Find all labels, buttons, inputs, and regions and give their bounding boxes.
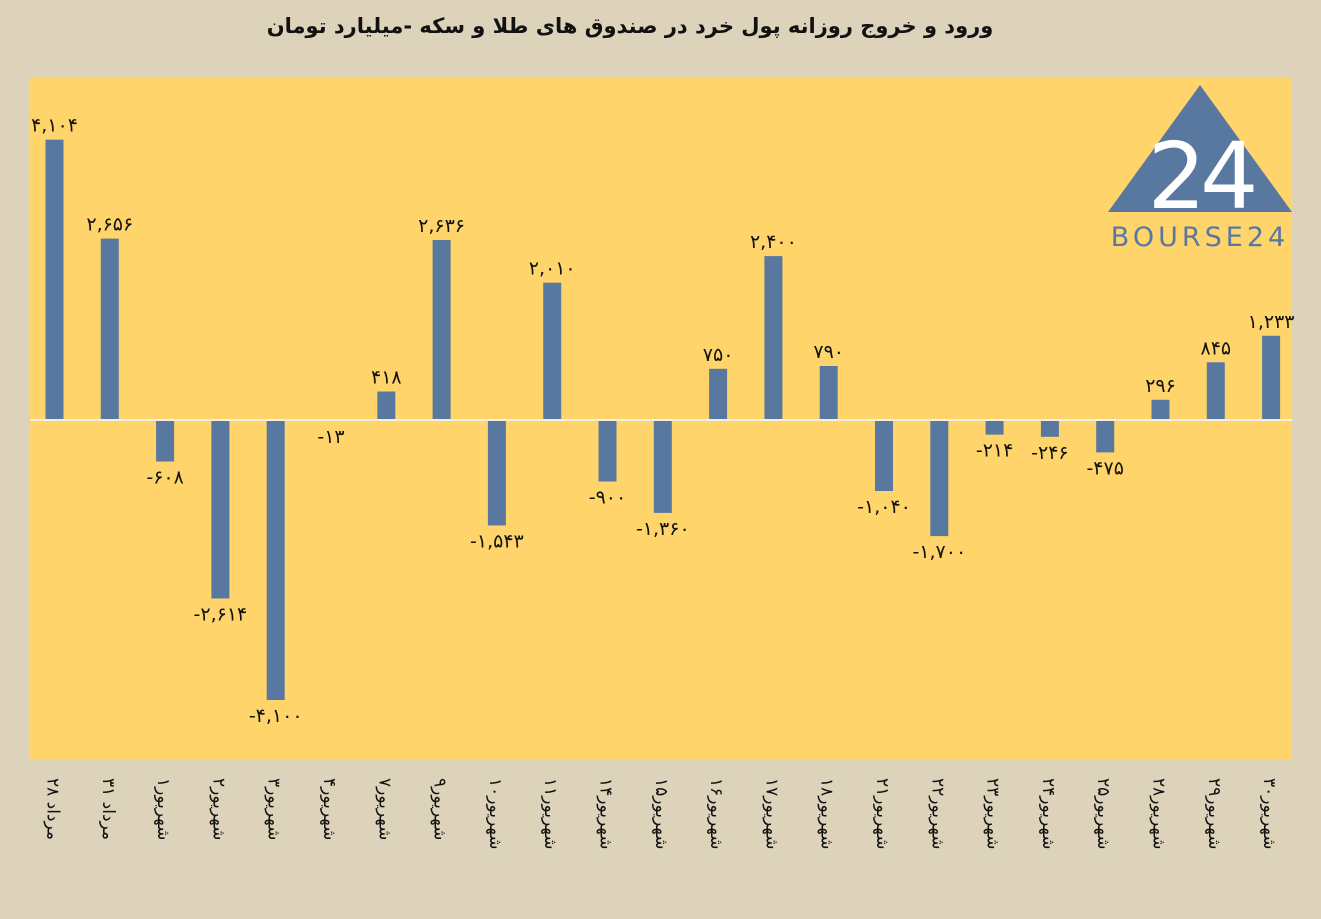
bar-2 xyxy=(100,238,119,420)
data-labels-layer: ۴,۱۰۴ ۲,۶۵۶ -۶۰۸ -۲,۶۱۴ -۴,۱۰۰ -۱۳ ۴۱۸ ۲,۶۳۶ -۱,… xyxy=(31,115,1294,727)
bar-1 xyxy=(45,139,64,420)
data-label-5: -۴,۱۰۰ xyxy=(249,705,303,727)
bar-15 xyxy=(819,366,838,420)
data-label-7: ۴۱۸ xyxy=(371,367,402,389)
x-tick-label-16: ۲۱شهریور xyxy=(872,778,892,849)
bar-18 xyxy=(985,420,1004,435)
data-label-9: -۱,۵۴۳ xyxy=(470,530,524,552)
logo-triangle xyxy=(1108,85,1292,212)
x-tick-label-1: ۲۸ مرداد xyxy=(43,778,63,840)
bars-layer xyxy=(30,139,1292,700)
logo-text: BOURSE24 xyxy=(1111,222,1289,253)
data-label-4: -۲,۶۱۴ xyxy=(194,604,248,626)
bar-7 xyxy=(377,391,396,420)
x-tick-label-18: ۲۳شهریور xyxy=(983,778,1003,849)
bourse24-logo: 24 BOURSE24 xyxy=(1108,85,1292,253)
data-label-19: -۲۴۶ xyxy=(1031,442,1068,464)
bar-13 xyxy=(709,368,728,420)
chart-title: ورود و خروج روزانه پول خرد در صندوق های … xyxy=(266,14,994,38)
data-label-12: -۱,۳۶۰ xyxy=(636,518,690,540)
data-label-23: ۱,۲۳۳ xyxy=(1248,311,1295,333)
x-tick-label-11: ۱۴شهریور xyxy=(596,778,616,849)
data-label-11: -۹۰۰ xyxy=(589,487,626,509)
bar-8 xyxy=(432,240,451,420)
data-label-20: -۴۷۵ xyxy=(1086,457,1123,479)
x-tick-label-17: ۲۲شهریور xyxy=(927,778,947,849)
data-label-17: -۱,۷۰۰ xyxy=(912,541,966,563)
data-label-18: -۲۱۴ xyxy=(976,440,1013,462)
x-tick-label-15: ۱۸شهریور xyxy=(817,778,837,849)
data-label-1: ۴,۱۰۴ xyxy=(31,115,78,137)
x-tick-label-13: ۱۶شهریور xyxy=(706,778,726,849)
bar-20 xyxy=(1096,420,1115,453)
x-tick-label-22: ۲۹شهریور xyxy=(1204,778,1224,849)
bar-5 xyxy=(266,420,285,700)
bar-17 xyxy=(930,420,949,537)
x-tick-label-12: ۱۵شهریور xyxy=(651,778,671,849)
data-label-14: ۲,۴۰۰ xyxy=(750,231,797,253)
data-label-2: ۲,۶۵۶ xyxy=(86,214,133,236)
x-tick-label-20: ۲۵شهریور xyxy=(1093,778,1113,849)
x-tick-label-9: ۱۰شهریور xyxy=(485,778,505,849)
bar-10 xyxy=(543,282,562,420)
data-label-15: ۷۹۰ xyxy=(813,341,844,363)
x-tick-label-2: ۳۱ مرداد xyxy=(98,778,118,840)
data-label-10: ۲,۰۱۰ xyxy=(529,258,576,280)
data-label-8: ۲,۶۳۶ xyxy=(418,215,465,237)
x-tick-label-3: ۱شهریور xyxy=(153,778,173,840)
x-tick-label-8: ۹شهریور xyxy=(430,778,450,840)
data-label-21: ۲۹۶ xyxy=(1145,375,1176,397)
data-label-22: ۸۴۵ xyxy=(1200,337,1231,359)
data-label-6: -۱۳ xyxy=(317,426,344,448)
logo-numeral: 24 xyxy=(1147,123,1254,230)
bar-16 xyxy=(875,420,893,491)
x-tick-label-7: ۷شهریور xyxy=(374,778,394,840)
bar-9 xyxy=(487,420,506,526)
bar-22 xyxy=(1206,362,1225,420)
data-label-13: ۷۵۰ xyxy=(703,344,734,366)
x-tick-label-19: ۲۴شهریور xyxy=(1038,778,1058,849)
bar-21 xyxy=(1151,399,1170,420)
bar-19 xyxy=(1040,420,1059,437)
x-tick-label-4: ۲شهریور xyxy=(208,778,228,840)
x-tick-label-10: ۱۱شهریور xyxy=(540,778,560,849)
x-tick-label-23: ۳۰شهریور xyxy=(1259,778,1279,849)
bar-14 xyxy=(764,256,783,420)
x-tick-label-5: ۳شهریور xyxy=(264,778,284,840)
x-tick-label-6: ۴شهریور xyxy=(319,778,339,840)
x-tick-label-21: ۲۸شهریور xyxy=(1149,778,1169,849)
data-label-3: -۶۰۸ xyxy=(146,467,183,489)
bar-23 xyxy=(1262,335,1281,420)
bar-12 xyxy=(653,420,672,513)
bar-3 xyxy=(156,420,175,462)
bar-4 xyxy=(211,420,230,599)
x-tick-labels-layer: ۲۸ مرداد ۳۱ مرداد ۱شهریور ۲شهریور ۳شهریور ۴شه… xyxy=(43,778,1280,849)
x-tick-label-14: ۱۷شهریور xyxy=(761,778,781,849)
data-label-16: -۱,۰۴۰ xyxy=(857,496,911,518)
bar-11 xyxy=(598,420,617,482)
